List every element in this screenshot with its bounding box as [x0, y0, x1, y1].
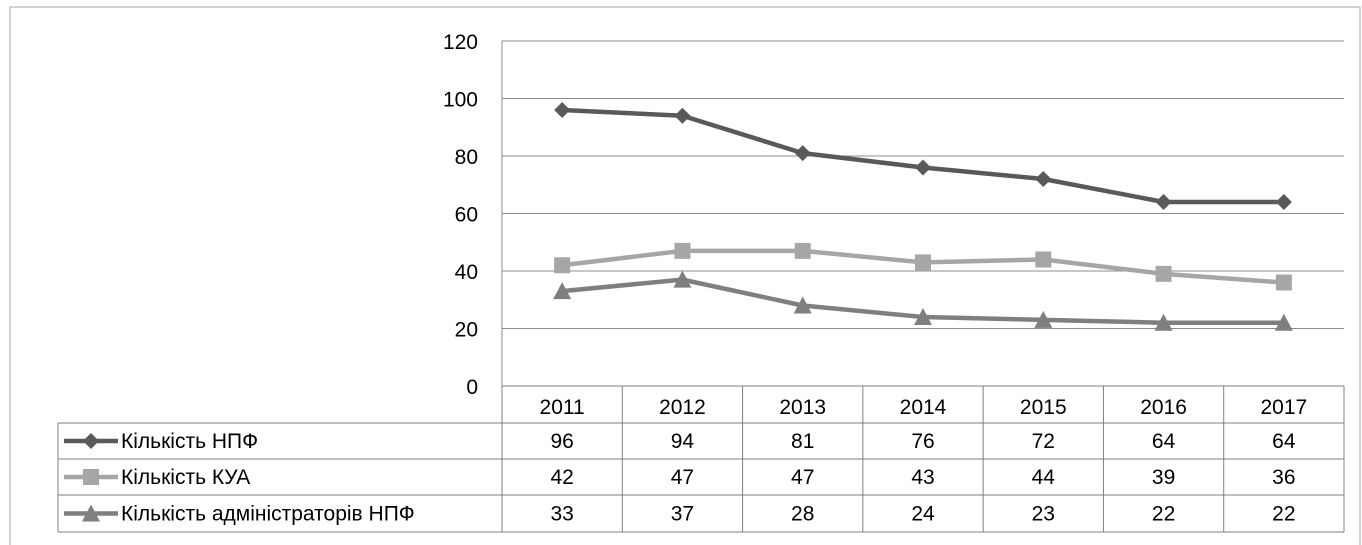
table-value: 33 — [550, 503, 573, 526]
legend-key-marker — [83, 469, 99, 485]
legend-series-name: Кількість НПФ — [121, 430, 258, 453]
y-tick-label: 0 — [466, 376, 478, 399]
table-value: 28 — [791, 503, 814, 526]
y-tick-label: 60 — [455, 204, 478, 227]
x-category-label: 2014 — [900, 396, 947, 419]
legend-series-name: Кількість адміністраторів НПФ — [121, 503, 415, 526]
table-value: 47 — [671, 466, 694, 489]
table-value: 96 — [550, 430, 573, 453]
legend-key-marker — [82, 504, 100, 522]
table-value: 24 — [911, 503, 935, 526]
x-category-label: 2013 — [779, 396, 826, 419]
data-point — [915, 159, 931, 176]
data-point — [1155, 194, 1172, 210]
data-point — [793, 296, 812, 314]
data-point — [554, 257, 571, 274]
table-value: 39 — [1152, 466, 1175, 489]
y-tick-label: 120 — [443, 31, 478, 54]
table-value: 37 — [671, 503, 694, 526]
data-point — [1275, 274, 1292, 291]
data-point — [1034, 310, 1053, 328]
data-point — [673, 270, 692, 288]
data-point — [1035, 251, 1052, 268]
series-3 — [553, 270, 1293, 331]
data-point — [915, 254, 931, 271]
data-point — [1154, 313, 1173, 331]
x-category-label: 2017 — [1260, 396, 1307, 419]
data-table: 2011 2012 2013 2014 2015 2016 2017 Кількість НП… — [57, 385, 1345, 533]
legend-series-name: Кількість КУА — [121, 466, 250, 489]
table-value: 81 — [791, 430, 814, 453]
table-value: 72 — [1032, 430, 1055, 453]
axes: 0 20 40 60 80 100 120 — [443, 31, 503, 399]
data-point — [674, 242, 691, 259]
table-value: 76 — [911, 430, 934, 453]
x-category-label: 2015 — [1020, 396, 1067, 419]
table-value: 22 — [1272, 503, 1295, 526]
data-point — [1035, 171, 1052, 187]
y-tick-label: 20 — [455, 319, 478, 342]
y-tick-label: 80 — [455, 146, 478, 169]
legend-key-marker — [83, 433, 99, 449]
table-value: 36 — [1272, 466, 1295, 489]
y-tick-label: 40 — [455, 261, 478, 284]
table-value: 44 — [1032, 466, 1056, 489]
table-value: 22 — [1152, 503, 1175, 526]
table-value: 43 — [911, 466, 934, 489]
data-point — [1155, 265, 1172, 282]
series-lines — [553, 102, 1293, 331]
x-category-label: 2011 — [540, 396, 585, 419]
data-point — [794, 145, 811, 162]
table-value: 64 — [1272, 430, 1296, 453]
x-category-label: 2012 — [659, 396, 706, 419]
table-value: 64 — [1152, 430, 1176, 453]
data-point — [554, 102, 571, 118]
data-point — [674, 107, 691, 124]
x-category-label: 2016 — [1140, 396, 1187, 419]
data-point — [1274, 313, 1293, 331]
data-point — [553, 282, 572, 300]
table-value: 47 — [791, 466, 814, 489]
table-value: 94 — [671, 430, 695, 453]
y-tick-label: 100 — [443, 89, 478, 112]
table-value: 42 — [550, 466, 573, 489]
series-2 — [554, 242, 1292, 291]
data-point — [1275, 194, 1292, 210]
table-value: 23 — [1032, 503, 1055, 526]
series-1 — [554, 102, 1292, 210]
data-point — [914, 308, 932, 325]
data-point — [794, 242, 811, 259]
